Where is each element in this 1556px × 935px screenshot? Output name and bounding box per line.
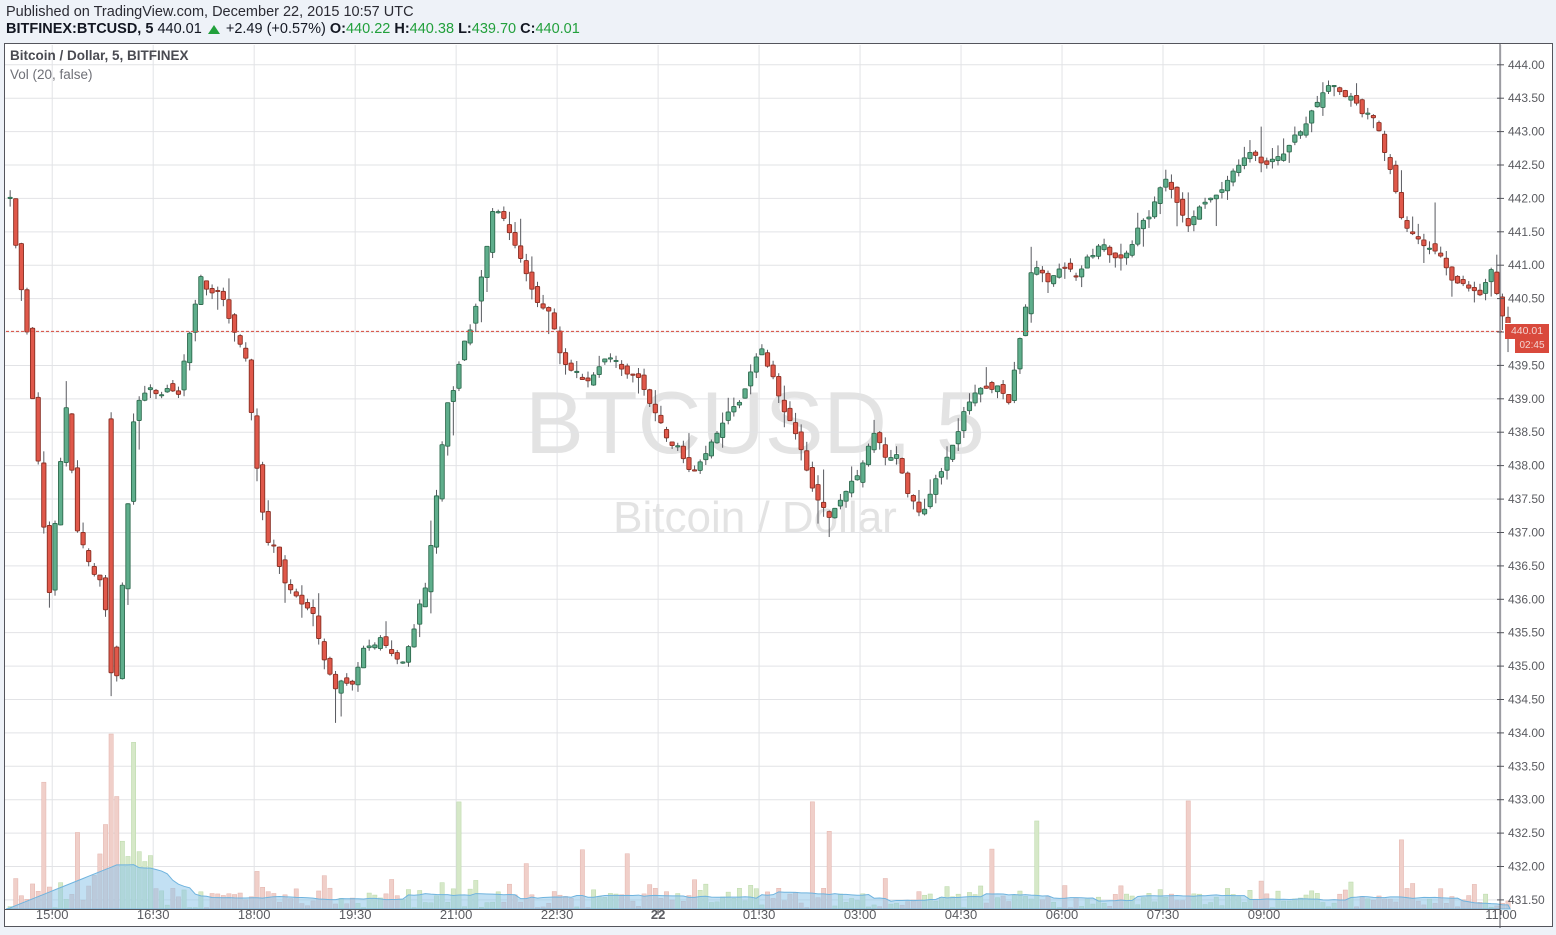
svg-text:433.00: 433.00 — [1508, 793, 1545, 807]
svg-text:438.00: 438.00 — [1508, 459, 1545, 473]
svg-text:436.50: 436.50 — [1508, 559, 1545, 573]
svg-text:Bitcoin / Dollar: Bitcoin / Dollar — [613, 493, 897, 542]
svg-text:434.00: 434.00 — [1508, 726, 1545, 740]
svg-text:438.50: 438.50 — [1508, 425, 1545, 439]
svg-text:433.50: 433.50 — [1508, 759, 1545, 773]
svg-text:BTCUSD, 5: BTCUSD, 5 — [525, 373, 985, 472]
svg-text:431.50: 431.50 — [1508, 893, 1545, 907]
svg-text:435.00: 435.00 — [1508, 659, 1545, 673]
svg-text:441.00: 441.00 — [1508, 258, 1545, 272]
svg-text:441.50: 441.50 — [1508, 225, 1545, 239]
svg-text:435.50: 435.50 — [1508, 626, 1545, 640]
svg-text:434.50: 434.50 — [1508, 693, 1545, 707]
svg-text:437.50: 437.50 — [1508, 492, 1545, 506]
svg-text:443.50: 443.50 — [1508, 91, 1545, 105]
svg-text:432.50: 432.50 — [1508, 826, 1545, 840]
svg-text:437.00: 437.00 — [1508, 526, 1545, 540]
svg-text:432.00: 432.00 — [1508, 860, 1545, 874]
svg-text:443.00: 443.00 — [1508, 125, 1545, 139]
svg-text:439.50: 439.50 — [1508, 358, 1545, 372]
svg-text:442.00: 442.00 — [1508, 191, 1545, 205]
svg-text:444.00: 444.00 — [1508, 58, 1545, 72]
svg-text:440.50: 440.50 — [1508, 292, 1545, 306]
svg-text:439.00: 439.00 — [1508, 392, 1545, 406]
svg-text:442.50: 442.50 — [1508, 158, 1545, 172]
svg-text:436.00: 436.00 — [1508, 592, 1545, 606]
